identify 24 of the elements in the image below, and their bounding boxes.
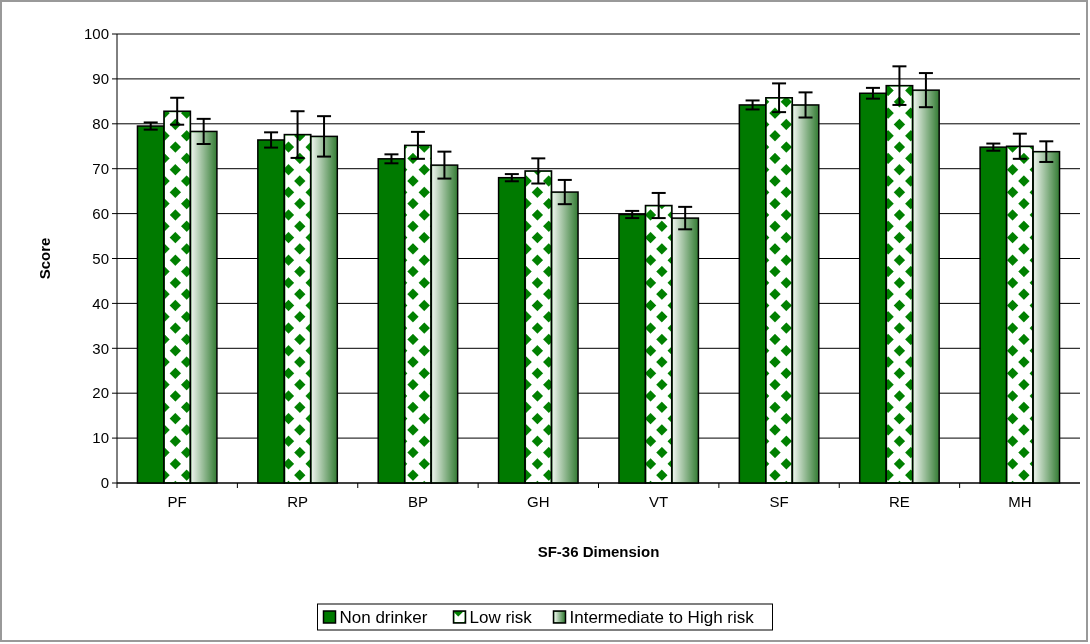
y-tick-label: 10 bbox=[92, 429, 109, 447]
legend-label: Non drinker bbox=[339, 608, 428, 627]
x-tick-label: SF bbox=[769, 493, 789, 510]
x-tick-label: BP bbox=[407, 493, 428, 510]
y-tick-label: 70 bbox=[92, 159, 109, 177]
x-tick-label: RE bbox=[889, 493, 910, 510]
x-tick-label: VT bbox=[649, 493, 669, 510]
y-axis-title: Score bbox=[36, 237, 53, 280]
y-tick-label: 50 bbox=[92, 249, 109, 267]
y-tick-label: 30 bbox=[92, 339, 109, 357]
y-tick-label: 20 bbox=[92, 384, 109, 402]
x-tick-label: RP bbox=[287, 493, 308, 510]
y-tick-label: 100 bbox=[83, 25, 109, 43]
x-tick-label: MH bbox=[1008, 493, 1032, 510]
y-tick-label: 80 bbox=[92, 115, 109, 133]
y-tick-label: 90 bbox=[92, 70, 109, 88]
x-tick-label: GH bbox=[527, 493, 550, 510]
y-tick-label: 40 bbox=[92, 294, 109, 312]
y-tick-label: 60 bbox=[92, 204, 109, 222]
x-axis-title: SF-36 Dimension bbox=[537, 543, 660, 560]
legend-label: Intermediate to High risk bbox=[569, 608, 755, 627]
legend-label: Low risk bbox=[469, 608, 533, 627]
y-tick-label: 0 bbox=[100, 474, 109, 492]
x-tick-label: PF bbox=[167, 493, 187, 510]
